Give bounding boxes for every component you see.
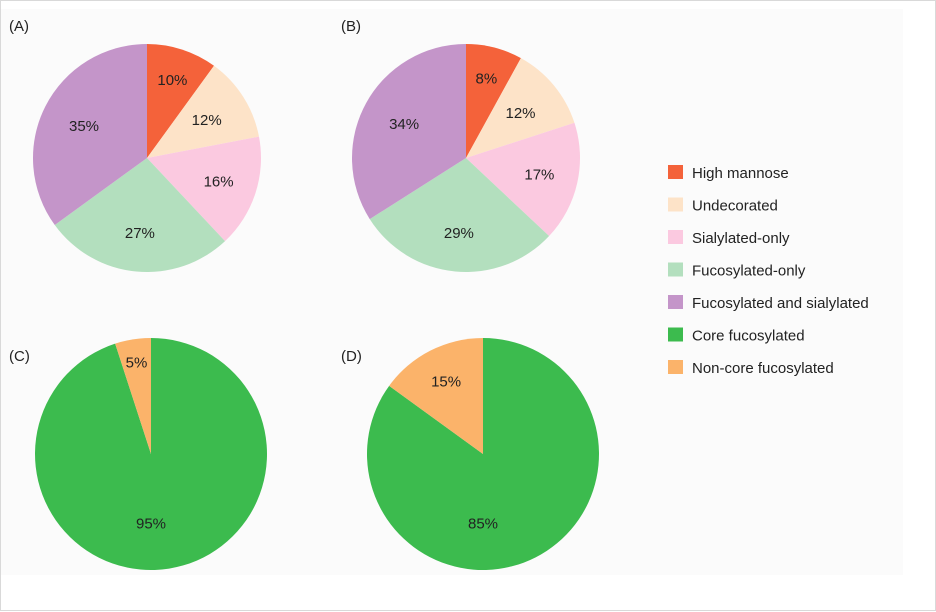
legend-label: Non-core fucosylated bbox=[692, 360, 834, 377]
legend-label: Fucosylated-only bbox=[692, 263, 806, 280]
pie-slice-undecorated bbox=[147, 65, 259, 158]
slice-label: 95% bbox=[136, 516, 166, 533]
panel-label: (A) bbox=[9, 18, 29, 35]
pie-chart-d: (D) 85% 15% bbox=[341, 338, 599, 570]
slice-label: 12% bbox=[192, 112, 222, 129]
panel-label: (D) bbox=[341, 348, 362, 365]
slice-label: 34% bbox=[389, 116, 419, 133]
pie-slice-fucosylated-only bbox=[54, 158, 226, 273]
slice-label: 16% bbox=[204, 173, 234, 190]
slice-label: 8% bbox=[476, 71, 498, 88]
slice-label: 85% bbox=[468, 516, 498, 533]
legend-item-high-mannose: High mannose bbox=[668, 165, 789, 182]
legend-label: High mannose bbox=[692, 165, 789, 182]
legend-swatch bbox=[668, 165, 683, 179]
legend-swatch bbox=[668, 262, 683, 277]
pie-chart-c: (C) 95% 5% bbox=[9, 338, 268, 570]
legend-item-sialylated-only: Sialylated-only bbox=[668, 230, 790, 247]
panel-label: (C) bbox=[9, 348, 30, 365]
legend-swatch bbox=[668, 230, 683, 244]
pie-slice-fucosylated-only bbox=[369, 158, 550, 272]
legend-label: Fucosylated and sialylated bbox=[692, 295, 869, 312]
legend: High mannose Undecorated Sialylated-only Fu… bbox=[668, 165, 869, 377]
legend-label: Sialylated-only bbox=[692, 230, 790, 247]
legend-label: Undecorated bbox=[692, 198, 778, 215]
pie-slice-fucosylated-and-sialylated bbox=[352, 44, 466, 220]
pie-slice-high-mannose bbox=[147, 44, 215, 158]
slice-label: 12% bbox=[505, 105, 535, 122]
pie-slice-non-core-fucosylated bbox=[115, 338, 151, 454]
pie-slice-sialylated-only bbox=[147, 136, 261, 242]
pie-chart-b: (B) 8% 12% 17% 29% 34% bbox=[341, 18, 580, 272]
pie-slice-undecorated bbox=[466, 58, 575, 158]
legend-item-fucosylated-only: Fucosylated-only bbox=[668, 262, 806, 280]
pie-slice-core-fucosylated bbox=[366, 338, 599, 570]
pie-slice-fucosylated-and-sialylated bbox=[32, 43, 147, 226]
pie-slice-core-fucosylated bbox=[35, 338, 268, 570]
legend-item-fucosylated-and-sialylated: Fucosylated and sialylated bbox=[668, 295, 869, 312]
pie-slice-sialylated-only bbox=[466, 122, 580, 237]
slice-label: 35% bbox=[69, 118, 99, 135]
slice-label: 27% bbox=[125, 225, 155, 242]
slice-label: 10% bbox=[157, 72, 187, 89]
legend-item-non-core-fucosylated: Non-core fucosylated bbox=[668, 360, 834, 377]
slice-label: 29% bbox=[444, 225, 474, 242]
pie-slice-non-core-fucosylated bbox=[389, 338, 483, 454]
legend-swatch bbox=[668, 360, 683, 374]
legend-item-undecorated: Undecorated bbox=[668, 197, 778, 215]
legend-label: Core fucosylated bbox=[692, 328, 805, 345]
legend-item-core-fucosylated: Core fucosylated bbox=[668, 327, 805, 345]
legend-swatch bbox=[668, 197, 683, 212]
pie-slice-high-mannose bbox=[466, 44, 521, 158]
pie-chart-a: (A) 10% 12% 16% 27% 35% bbox=[9, 18, 261, 273]
slice-label: 15% bbox=[431, 374, 461, 391]
panel-label: (B) bbox=[341, 18, 361, 35]
slice-label: 5% bbox=[126, 354, 148, 371]
legend-swatch bbox=[668, 327, 683, 342]
legend-swatch bbox=[668, 295, 683, 309]
slice-label: 17% bbox=[524, 166, 554, 183]
